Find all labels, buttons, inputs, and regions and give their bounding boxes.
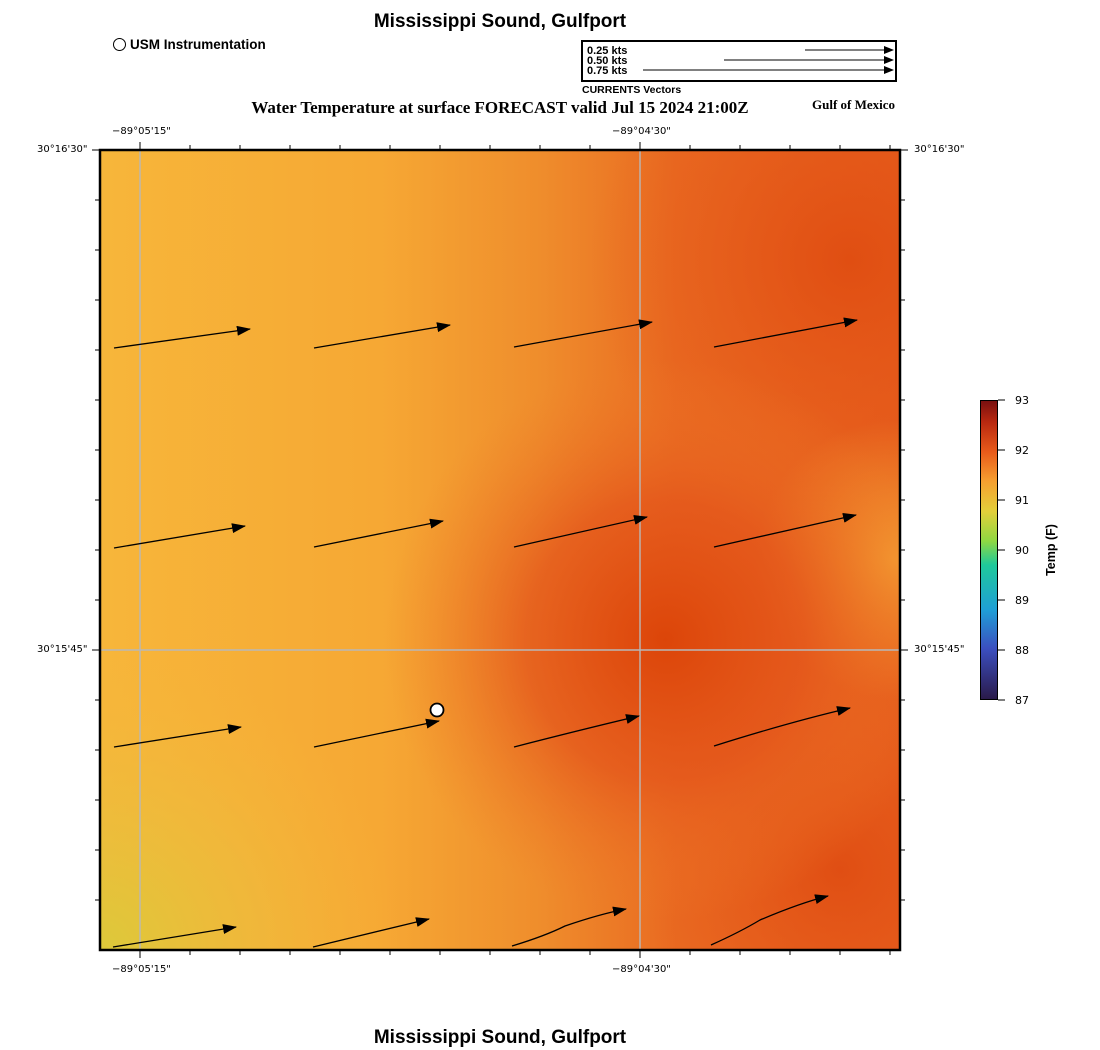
usm-station-marker[interactable] bbox=[429, 702, 445, 718]
usm-legend-label: USM Instrumentation bbox=[130, 37, 266, 52]
vector-scale-arrows bbox=[643, 46, 894, 74]
y-tick-left-1: 30°16'30" bbox=[37, 144, 88, 155]
current-vector bbox=[112, 924, 237, 948]
current-vector bbox=[513, 714, 640, 748]
temperature-map bbox=[92, 142, 908, 958]
footer-title: Mississippi Sound, Gulfport bbox=[373, 1027, 627, 1048]
map-frame bbox=[98, 148, 902, 952]
current-vector bbox=[313, 322, 451, 349]
x-tick-bottom-1: −89°05'15" bbox=[112, 964, 171, 975]
current-vector bbox=[511, 906, 627, 947]
colorbar-tick-87: 87 bbox=[1015, 694, 1029, 707]
map-title: Mississippi Sound, Gulfport bbox=[373, 11, 627, 32]
usm-circle-icon bbox=[113, 38, 126, 51]
x-tick-top-2: −89°04'30" bbox=[612, 126, 671, 137]
current-vector bbox=[513, 319, 653, 348]
usm-legend: USM Instrumentation bbox=[113, 37, 266, 52]
current-vector bbox=[713, 512, 857, 548]
vector-scale-label-3: 0.75 kts bbox=[587, 65, 628, 77]
colorbar-tick-90: 90 bbox=[1015, 544, 1029, 557]
vector-legend-caption: CURRENTS Vectors bbox=[582, 84, 682, 96]
colorbar-tick-89: 89 bbox=[1015, 594, 1029, 607]
temperature-field bbox=[100, 150, 900, 950]
temperature-colorbar bbox=[980, 400, 998, 700]
vector-scale-label-2: 0.50 kts bbox=[587, 55, 628, 67]
vector-scale-label-1: 0.25 kts bbox=[587, 45, 628, 57]
map-subtitle: Water Temperature at surface FORECAST va… bbox=[251, 98, 749, 117]
current-vector bbox=[713, 706, 851, 747]
x-tick-bottom-2: −89°04'30" bbox=[612, 964, 671, 975]
map-grid bbox=[100, 150, 900, 950]
colorbar-tick-marks bbox=[998, 399, 1005, 701]
current-vector bbox=[710, 894, 829, 946]
current-vector bbox=[113, 325, 251, 349]
current-vector bbox=[113, 523, 246, 549]
y-tick-right-1: 30°16'30" bbox=[914, 144, 965, 155]
current-vector bbox=[513, 514, 648, 548]
current-vectors bbox=[112, 317, 858, 948]
colorbar-tick-88: 88 bbox=[1015, 644, 1029, 657]
current-vector bbox=[313, 718, 440, 748]
y-tick-left-2: 30°15'45" bbox=[37, 644, 88, 655]
current-vector bbox=[313, 518, 444, 548]
region-label: Gulf of Mexico bbox=[812, 97, 896, 112]
colorbar-title: Temp (F) bbox=[1044, 524, 1058, 576]
y-tick-right-2: 30°15'45" bbox=[914, 644, 965, 655]
x-tick-top-1: −89°05'15" bbox=[112, 126, 171, 137]
colorbar-tick-91: 91 bbox=[1015, 494, 1029, 507]
current-vector bbox=[113, 724, 242, 748]
vector-scale-legend: 0.25 kts 0.50 kts 0.75 kts bbox=[581, 40, 897, 82]
current-vector bbox=[713, 317, 858, 348]
colorbar-tick-93: 93 bbox=[1015, 394, 1029, 407]
current-vector bbox=[312, 917, 430, 948]
colorbar-tick-92: 92 bbox=[1015, 444, 1029, 457]
